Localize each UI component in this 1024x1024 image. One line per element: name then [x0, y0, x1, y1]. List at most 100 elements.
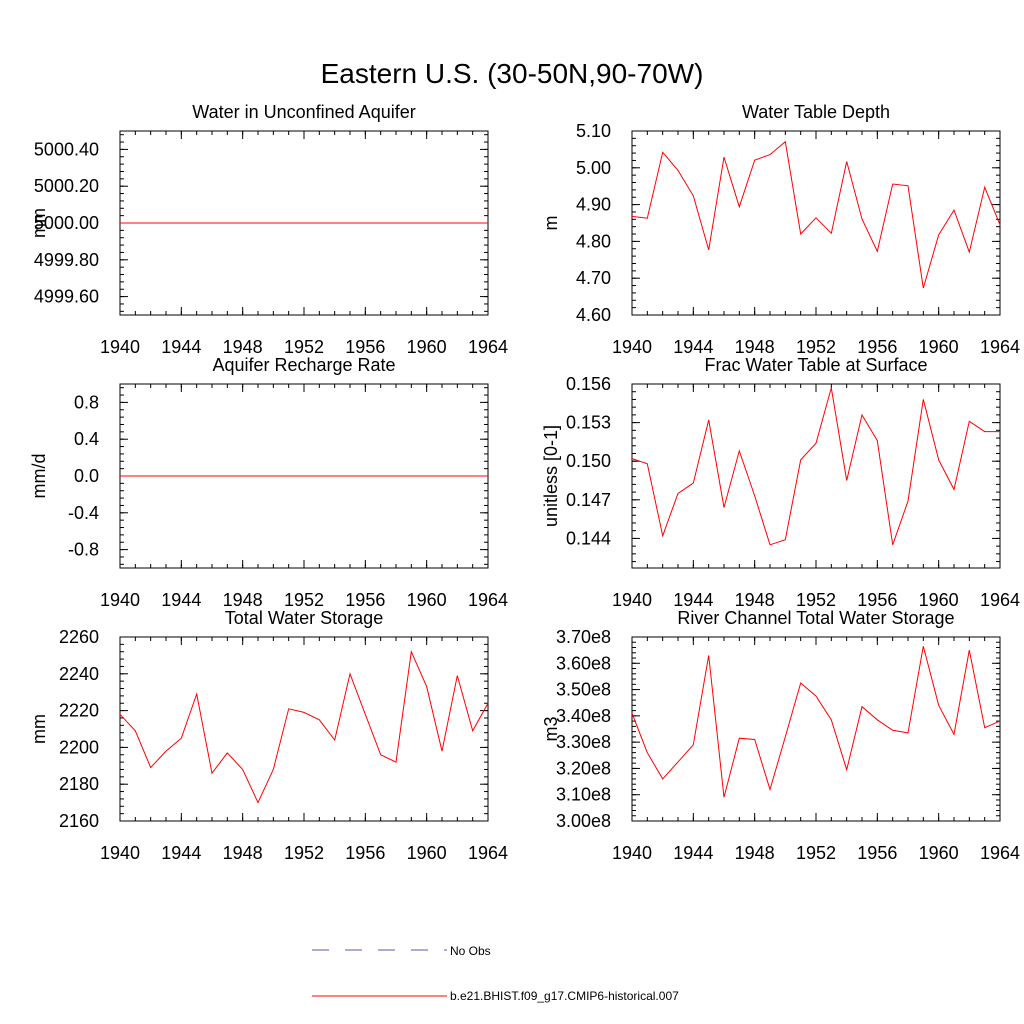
- chart-panel-3: Aquifer Recharge Rate mm/d 1940 1944 1948 195…: [29, 355, 508, 610]
- y-tick-label: 2200: [59, 737, 99, 757]
- chart-title: Water in Unconfined Aquifer: [192, 102, 415, 122]
- x-tick-label: 1948: [735, 337, 775, 357]
- x-tick-label: 1948: [223, 337, 263, 357]
- y-tick-label: 3.30e8: [556, 732, 611, 752]
- y-tick-label: 2160: [59, 811, 99, 831]
- y-tick-label: 2180: [59, 774, 99, 794]
- y-tick-label: 3.40e8: [556, 706, 611, 726]
- y-tick-label: 4.70: [576, 268, 611, 288]
- figure-title: Eastern U.S. (30-50N,90-70W): [321, 58, 704, 89]
- chart-title: River Channel Total Water Storage: [677, 608, 954, 628]
- y-tick-label: 3.50e8: [556, 680, 611, 700]
- y-axis-label: m: [541, 216, 561, 231]
- y-tick-label: 2240: [59, 664, 99, 684]
- x-tick-label: 1960: [919, 843, 959, 863]
- x-tick-label: 1952: [284, 843, 324, 863]
- x-tick-label: 1952: [796, 590, 836, 610]
- chart-panel-4: Frac Water Table at Surface unitless [0-1…: [541, 355, 1020, 610]
- x-tick-label: 1952: [284, 337, 324, 357]
- x-tick-label: 1964: [980, 590, 1020, 610]
- x-tick-label: 1964: [980, 843, 1020, 863]
- x-tick-label: 1940: [612, 337, 652, 357]
- chart-panel-2: Water Table Depth m 1940 1944 1948 1952 1956 19…: [541, 102, 1020, 357]
- y-tick-label: 5.00: [576, 158, 611, 178]
- x-tick-label: 1956: [857, 843, 897, 863]
- series-line: [631, 140, 1001, 289]
- x-tick-label: 1948: [223, 843, 263, 863]
- y-tick-label: 0.0: [74, 466, 99, 486]
- x-tick-label: 1944: [673, 590, 713, 610]
- x-tick-label: 1940: [100, 843, 140, 863]
- y-axis-label: unitless [0-1]: [541, 425, 561, 527]
- y-axis-label: mm/d: [29, 454, 49, 499]
- chart-panels: Water in Unconfined Aquifer mm 1940 1944 194…: [29, 102, 1020, 863]
- x-tick-label: 1956: [345, 590, 385, 610]
- y-tick-label: 2260: [59, 627, 99, 647]
- y-tick-label: 0.150: [566, 451, 611, 471]
- x-tick-label: 1944: [673, 337, 713, 357]
- y-tick-label: 4.80: [576, 231, 611, 251]
- y-tick-label: 3.60e8: [556, 653, 611, 673]
- y-tick-label: 2220: [59, 701, 99, 721]
- chart-panel-1: Water in Unconfined Aquifer mm 1940 1944 194…: [29, 102, 508, 357]
- x-tick-label: 1960: [919, 590, 959, 610]
- series-line: [119, 649, 489, 804]
- chart-title: Total Water Storage: [225, 608, 383, 628]
- x-tick-label: 1956: [857, 590, 897, 610]
- legend: No Obs b.e21.BHIST.f09_g17.CMIP6-histori…: [312, 944, 679, 1003]
- chart-panel-6: River Channel Total Water Storage m3 1940 1…: [541, 608, 1020, 863]
- x-tick-label: 1960: [407, 590, 447, 610]
- x-tick-label: 1960: [919, 337, 959, 357]
- y-tick-label: 4999.60: [34, 287, 99, 307]
- y-tick-label: 5000.20: [34, 176, 99, 196]
- y-tick-label: 3.70e8: [556, 627, 611, 647]
- chart-title: Aquifer Recharge Rate: [212, 355, 395, 375]
- chart-title: Frac Water Table at Surface: [704, 355, 927, 375]
- x-tick-label: 1944: [673, 843, 713, 863]
- x-tick-label: 1944: [161, 337, 201, 357]
- y-tick-label: 5000.00: [34, 213, 99, 233]
- y-tick-label: 4.60: [576, 305, 611, 325]
- x-tick-label: 1952: [796, 337, 836, 357]
- series-line: [631, 387, 1000, 546]
- x-tick-label: 1956: [857, 337, 897, 357]
- legend-label-no-obs: No Obs: [450, 944, 491, 958]
- chart-panel-5: Total Water Storage mm 1940 1944 1948 1952 195…: [29, 608, 508, 863]
- legend-label-model: b.e21.BHIST.f09_g17.CMIP6-historical.007: [450, 989, 679, 1003]
- y-axis-label: mm: [29, 714, 49, 744]
- x-tick-label: 1944: [161, 590, 201, 610]
- y-tick-label: 5000.40: [34, 139, 99, 159]
- x-tick-label: 1960: [407, 337, 447, 357]
- x-tick-label: 1952: [284, 590, 324, 610]
- y-tick-label: 3.00e8: [556, 811, 611, 831]
- x-tick-label: 1964: [980, 337, 1020, 357]
- y-axis-label: mm: [29, 208, 49, 238]
- chart-title: Water Table Depth: [742, 102, 890, 122]
- series-line: [631, 646, 1001, 798]
- x-tick-label: 1948: [735, 590, 775, 610]
- y-tick-label: -0.8: [68, 540, 99, 560]
- x-tick-label: 1956: [345, 843, 385, 863]
- y-tick-label: 3.10e8: [556, 785, 611, 805]
- y-tick-label: 5.10: [576, 121, 611, 141]
- y-tick-label: -0.4: [68, 503, 99, 523]
- y-tick-label: 0.153: [566, 413, 611, 433]
- y-tick-label: 0.144: [566, 528, 611, 548]
- y-tick-label: 0.147: [566, 490, 611, 510]
- x-tick-label: 1940: [612, 843, 652, 863]
- x-tick-label: 1964: [468, 337, 508, 357]
- x-tick-label: 1964: [468, 590, 508, 610]
- x-tick-label: 1948: [735, 843, 775, 863]
- y-tick-label: 0.156: [566, 374, 611, 394]
- x-tick-label: 1940: [612, 590, 652, 610]
- x-tick-label: 1960: [407, 843, 447, 863]
- x-tick-label: 1956: [345, 337, 385, 357]
- x-tick-label: 1940: [100, 590, 140, 610]
- x-tick-label: 1964: [468, 843, 508, 863]
- y-tick-label: 0.8: [74, 392, 99, 412]
- x-tick-label: 1944: [161, 843, 201, 863]
- y-tick-label: 0.4: [74, 429, 99, 449]
- x-tick-label: 1948: [223, 590, 263, 610]
- y-tick-label: 4.90: [576, 195, 611, 215]
